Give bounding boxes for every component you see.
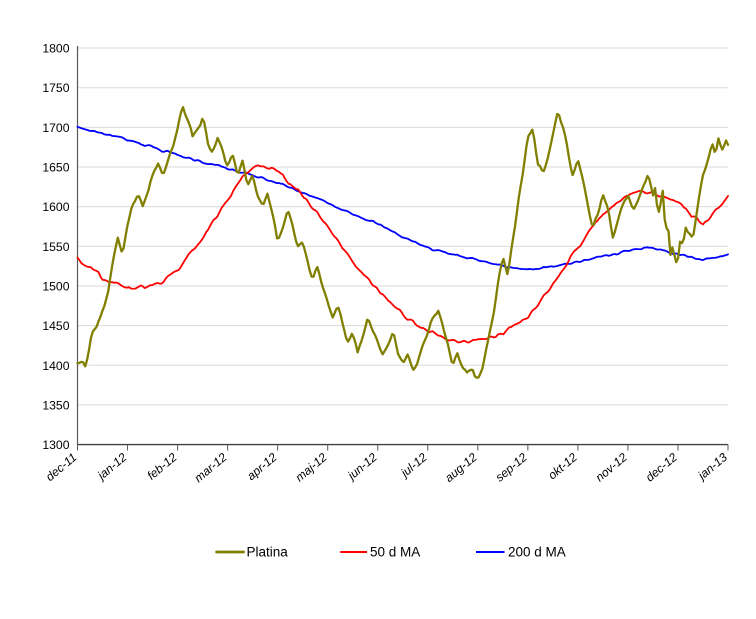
svg-text:1650: 1650 (42, 161, 69, 175)
svg-text:Platina: Platina (247, 545, 289, 560)
svg-text:50 d MA: 50 d MA (370, 545, 420, 560)
svg-text:1500: 1500 (42, 279, 69, 293)
svg-text:1400: 1400 (42, 359, 69, 373)
svg-text:1800: 1800 (42, 42, 69, 56)
svg-text:1600: 1600 (42, 200, 69, 214)
svg-text:1550: 1550 (42, 240, 69, 254)
svg-text:1700: 1700 (42, 121, 69, 135)
svg-text:1450: 1450 (42, 319, 69, 333)
svg-text:1750: 1750 (42, 81, 69, 95)
svg-text:1300: 1300 (42, 438, 69, 452)
svg-text:200 d MA: 200 d MA (508, 545, 566, 560)
svg-text:1350: 1350 (42, 398, 69, 412)
